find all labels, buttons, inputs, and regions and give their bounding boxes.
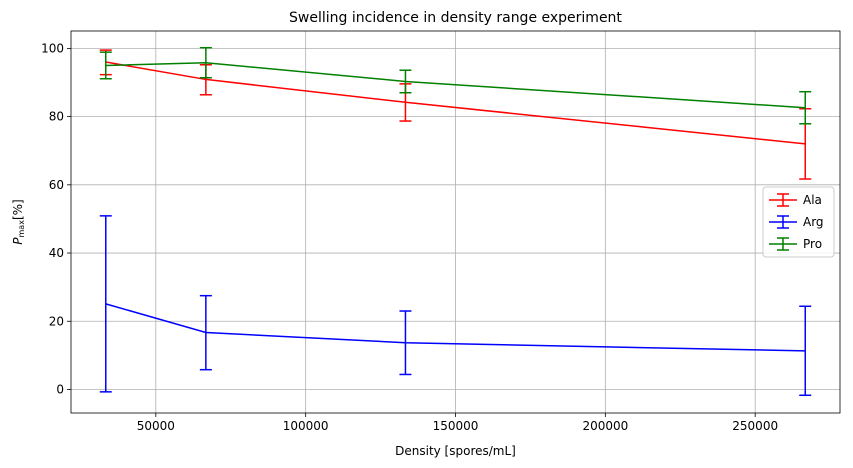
- series-line: [105, 61, 806, 109]
- y-tick-label: 100: [41, 41, 64, 55]
- legend-box: [762, 186, 835, 258]
- legend: Ala Arg Pro: [762, 186, 835, 258]
- x-tick-label: 100000: [283, 419, 329, 433]
- legend-item-pro: Pro: [769, 237, 822, 251]
- series-line: [105, 303, 806, 352]
- x-tick-label: 200000: [582, 419, 628, 433]
- legend-label: Arg: [803, 215, 824, 229]
- series-arg: [99, 215, 812, 397]
- legend-label: Ala: [803, 193, 822, 207]
- y-tick-label: 0: [56, 382, 64, 396]
- axis-ticks: 50000 100000 150000 200000 250000 0 20 40 60 80 10…: [41, 41, 778, 433]
- series-layer: [99, 46, 812, 397]
- y-axis-label-main: P: [11, 237, 25, 245]
- grid-lines: [71, 31, 840, 413]
- chart-title: Swelling incidence in density range expe…: [289, 10, 622, 26]
- y-tick-label: 20: [49, 314, 64, 328]
- y-tick-label: 40: [49, 246, 64, 260]
- y-axis-label-subscript: max: [17, 220, 26, 238]
- series-line: [105, 61, 806, 145]
- y-tick-label: 80: [49, 110, 64, 124]
- x-tick-label: 150000: [433, 419, 479, 433]
- x-axis-label: Density [spores/mL]: [395, 444, 516, 458]
- legend-label: Pro: [803, 237, 822, 251]
- x-tick-label: 250000: [732, 419, 778, 433]
- legend-item-arg: Arg: [769, 215, 824, 229]
- y-tick-label: 60: [49, 178, 64, 192]
- series-pro: [99, 46, 812, 125]
- x-tick-label: 50000: [137, 419, 175, 433]
- legend-item-ala: Ala: [769, 193, 822, 207]
- y-axis-label: Pmax[%]: [11, 199, 26, 244]
- y-axis-label-unit: [%]: [11, 199, 25, 220]
